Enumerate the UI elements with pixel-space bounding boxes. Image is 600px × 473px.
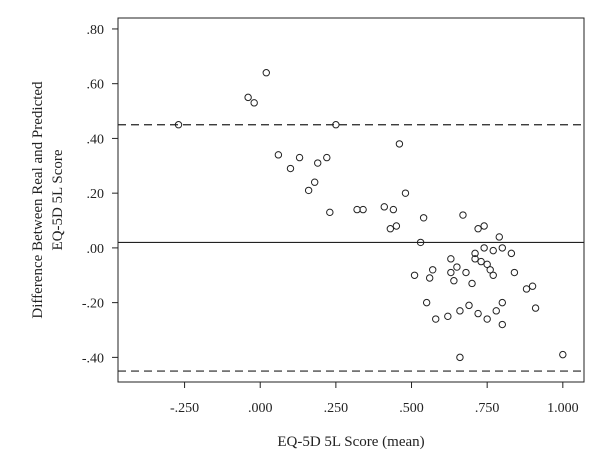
data-point [419, 214, 428, 222]
y-tick-label: .40 [87, 132, 105, 147]
data-point [477, 257, 485, 266]
data-point [474, 309, 482, 318]
data-point [395, 140, 404, 148]
data-point [432, 315, 440, 323]
plot-frame [117, 17, 585, 383]
data-point [314, 159, 322, 167]
data-point [392, 222, 401, 230]
data-point [453, 263, 461, 271]
data-point [401, 189, 410, 197]
data-point [498, 298, 506, 307]
data-point [274, 151, 283, 159]
x-tick-label: 1.000 [547, 401, 579, 416]
data-point [386, 225, 395, 233]
y-axis-ticks: .80 .60 .40 .20 .00 -.20 -.40 [82, 23, 118, 366]
data-point [389, 205, 398, 214]
data-point [471, 255, 479, 263]
data-point [326, 208, 334, 217]
y-axis-title-line-1: Difference Between Real and Predicted [30, 81, 46, 319]
data-point [244, 93, 252, 102]
data-point [459, 211, 467, 219]
data-point [174, 121, 183, 129]
y-axis-title: Difference Between Real and Predicted EQ… [30, 81, 66, 319]
data-point [456, 353, 464, 362]
data-point [410, 271, 419, 279]
x-tick-label: .750 [475, 401, 500, 416]
data-point [531, 304, 540, 312]
x-tick-label: .250 [324, 401, 349, 416]
data-point [295, 153, 304, 162]
data-point [522, 285, 531, 293]
data-point [425, 274, 434, 282]
y-tick-label: .00 [87, 242, 105, 257]
data-point [559, 350, 567, 359]
data-point [304, 186, 313, 195]
data-point [507, 249, 516, 258]
data-point [510, 268, 519, 277]
y-axis-title-line-2: EQ-5D 5L Score [50, 149, 66, 250]
data-point [323, 153, 331, 162]
data-point [310, 178, 319, 186]
data-point [498, 320, 506, 329]
y-tick-label: .60 [87, 78, 105, 93]
data-point [447, 268, 455, 277]
data-point [498, 244, 506, 252]
data-point [416, 238, 425, 247]
data-point [286, 164, 295, 173]
data-point [528, 282, 537, 290]
data-point [486, 266, 494, 274]
data-point [422, 298, 431, 307]
data-point [465, 301, 473, 310]
y-tick-label: .20 [87, 187, 105, 202]
data-point [474, 225, 482, 233]
y-tick-label: -.40 [82, 351, 104, 366]
data-point [468, 279, 476, 288]
y-tick-label: .80 [87, 23, 105, 38]
data-point [444, 312, 452, 321]
data-point [353, 205, 361, 214]
data-point [262, 69, 270, 77]
data-point [332, 121, 340, 129]
y-tick-label: -.20 [82, 297, 104, 312]
data-point [480, 244, 488, 252]
x-axis-ticks: -.250 .000 .250 .500 .750 1.000 [170, 382, 579, 416]
data-point [456, 307, 464, 315]
reference-lines [118, 124, 584, 372]
data-point [489, 246, 497, 255]
data-point [471, 249, 479, 258]
data-point [359, 205, 367, 214]
data-point [462, 268, 470, 277]
data-point [495, 233, 503, 241]
x-axis-title: EQ-5D 5L Score (mean) [277, 434, 424, 450]
data-point [489, 271, 497, 279]
data-point [429, 266, 437, 274]
data-point [447, 255, 455, 263]
data-point [250, 99, 258, 107]
data-points [174, 69, 567, 362]
data-point [380, 203, 388, 211]
data-point [483, 260, 491, 269]
x-tick-label: .500 [399, 401, 424, 416]
data-point [492, 307, 500, 315]
x-tick-label: .000 [248, 401, 273, 416]
x-tick-label: -.250 [170, 401, 199, 416]
data-point [450, 277, 458, 285]
data-point [480, 222, 488, 230]
data-point [483, 315, 491, 323]
